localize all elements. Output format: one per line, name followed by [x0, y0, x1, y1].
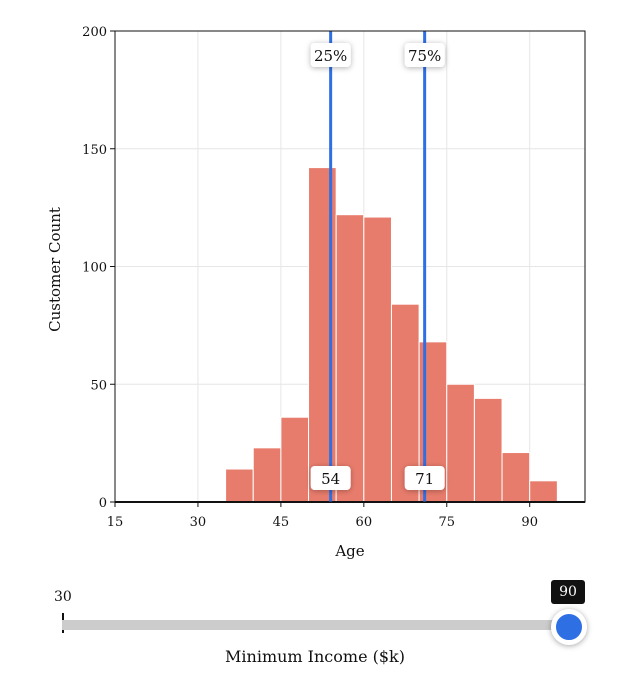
slider-min-label: 30: [54, 589, 72, 605]
histogram-bar: [473, 397, 503, 503]
histogram-bar: [252, 447, 282, 503]
x-tick-label: 60: [356, 515, 373, 530]
quantile-markers: 25% 54 75% 71: [310, 31, 445, 502]
y-tick-label: 100: [82, 261, 107, 276]
min-income-slider[interactable]: 30 90 Minimum Income ($k): [54, 580, 587, 690]
quantile-value-label: 54: [321, 470, 340, 488]
x-tick-label: 75: [438, 515, 455, 530]
y-axis-ticks: 0 50 100 150 200: [82, 25, 115, 511]
histogram-bar: [501, 452, 531, 503]
histogram-bars: [115, 167, 585, 503]
x-tick-label: 15: [107, 515, 124, 530]
slider-thumb[interactable]: [551, 609, 587, 645]
x-tick-label: 45: [273, 515, 290, 530]
histogram-bar: [335, 214, 365, 503]
quantile-label-box: [310, 43, 351, 67]
x-axis-title: Age: [334, 542, 364, 560]
y-axis-title: Customer Count: [46, 207, 64, 332]
histogram-bar: [280, 416, 310, 503]
y-tick-label: 0: [99, 496, 107, 511]
quantile-label-box: [404, 43, 445, 67]
histogram-bar: [446, 383, 475, 503]
histogram-bar: [363, 216, 392, 503]
x-tick-label: 90: [521, 515, 538, 530]
quantile-value-box: [404, 466, 445, 490]
histogram-bar: [529, 480, 558, 503]
slider-title: Minimum Income ($k): [225, 647, 405, 666]
histogram-chart: 25% 54 75% 71 15 30 45 60 75 90 0 50 100 150 200 Age…: [46, 25, 586, 560]
quantile-label: 75%: [408, 47, 441, 65]
slider-value-badge: 90: [551, 580, 585, 604]
x-tick-label: 30: [190, 515, 207, 530]
y-tick-label: 200: [82, 25, 107, 40]
slider-track[interactable]: [62, 620, 568, 630]
quantile-value-box: [310, 466, 351, 490]
y-tick-label: 50: [90, 378, 107, 393]
quantile-value-label: 71: [415, 470, 434, 488]
quantile-label: 25%: [314, 47, 347, 65]
histogram-bar: [225, 468, 254, 503]
x-axis-ticks: 15 30 45 60 75 90: [107, 502, 538, 530]
y-tick-label: 150: [82, 143, 107, 158]
